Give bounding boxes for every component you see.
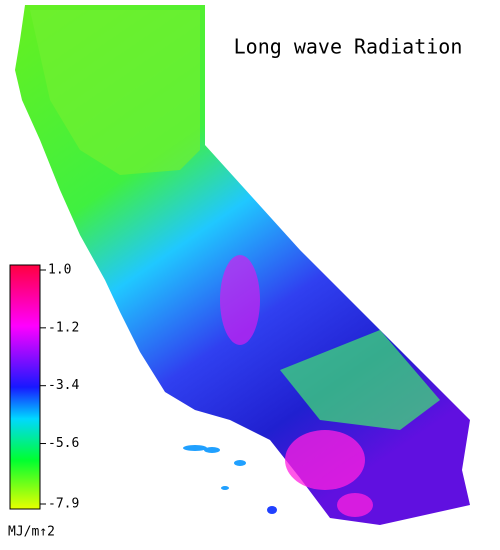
colorbar-tick-label: -3.4 xyxy=(48,378,79,393)
california xyxy=(15,5,470,525)
colorbar-unit: MJ/m↑2 xyxy=(8,525,55,540)
colorbar-tick-label: 1.0 xyxy=(48,263,71,278)
colorbar-tick-label: -7.9 xyxy=(48,497,79,512)
colorbar xyxy=(9,264,41,510)
colorbar-tick-label: -1.2 xyxy=(48,320,79,335)
map-title: Long wave Radiation xyxy=(234,35,463,59)
colorbar-tick-label: -5.6 xyxy=(48,436,79,451)
